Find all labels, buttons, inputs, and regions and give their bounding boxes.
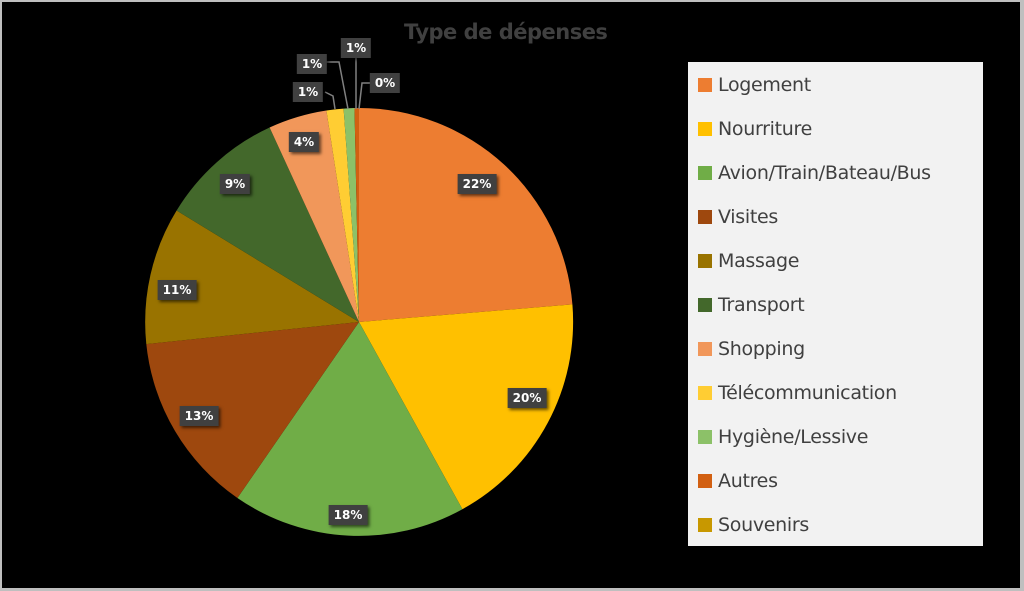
data-label-hygiene-lessive: 1% (296, 54, 328, 74)
legend-item-telecommunication: Télécommunication (698, 378, 897, 408)
slice-massage (145, 210, 359, 345)
legend-swatch-icon (698, 386, 712, 400)
legend-item-massage: Massage (698, 246, 799, 276)
legend-swatch-icon (698, 518, 712, 532)
legend-label: Massage (718, 250, 800, 272)
data-label-souvenirs: 0% (369, 73, 401, 93)
data-label-nourriture: 20% (507, 388, 547, 408)
legend-swatch-icon (698, 210, 712, 224)
legend-item-souvenirs: Souvenirs (698, 510, 809, 540)
legend-item-hygiene-lessive: Hygiène/Lessive (698, 422, 868, 452)
leader-line-telecom (324, 91, 336, 110)
legend-swatch-icon (698, 166, 712, 180)
slice-avion-train-bateau-bus (237, 322, 463, 536)
slice-hygiene-lessive (343, 108, 359, 322)
data-label-visites: 13% (179, 406, 219, 426)
chart-title: Type de dépenses (404, 20, 608, 44)
legend-item-avion-train-bateau-bus: Avion/Train/Bateau/Bus (698, 158, 931, 188)
data-label-avion-train-bateau-bus: 18% (328, 505, 368, 525)
data-label-shopping: 4% (288, 132, 320, 152)
slice-visites (146, 322, 359, 498)
legend-label: Shopping (718, 338, 805, 360)
legend-item-nourriture: Nourriture (698, 114, 812, 144)
slice-nourriture (359, 304, 574, 510)
legend-item-visites: Visites (698, 202, 778, 232)
chart-legend: Logement Nourriture Avion/Train/Bateau/B… (688, 62, 983, 546)
legend-item-autres: Autres (698, 466, 778, 496)
slice-autres (354, 107, 359, 323)
legend-item-shopping: Shopping (698, 334, 805, 364)
data-label-transport: 9% (219, 174, 251, 194)
legend-swatch-icon (698, 474, 712, 488)
slice-logement (359, 107, 573, 322)
legend-label: Télécommunication (718, 382, 897, 404)
legend-label: Nourriture (718, 118, 813, 140)
legend-label: Souvenirs (718, 514, 809, 536)
data-label-autres: 1% (340, 38, 372, 58)
data-label-telecommunication: 1% (292, 82, 324, 102)
legend-item-transport: Transport (698, 290, 805, 320)
leader-line-hygiene (326, 61, 349, 110)
legend-swatch-icon (698, 298, 712, 312)
legend-label: Logement (718, 74, 811, 96)
leader-line-souvenirs (358, 82, 372, 110)
legend-swatch-icon (698, 254, 712, 268)
legend-label: Autres (718, 470, 778, 492)
legend-label: Hygiène/Lessive (718, 426, 869, 448)
legend-swatch-icon (698, 78, 712, 92)
slice-telecommunication (326, 108, 359, 322)
slice-shopping (269, 110, 359, 322)
legend-swatch-icon (698, 122, 712, 136)
legend-swatch-icon (698, 430, 712, 444)
legend-label: Visites (718, 206, 778, 228)
legend-item-logement: Logement (698, 70, 811, 100)
data-label-massage: 11% (157, 280, 197, 300)
legend-label: Transport (718, 294, 805, 316)
data-label-logement: 22% (457, 174, 497, 194)
legend-swatch-icon (698, 342, 712, 356)
legend-label: Avion/Train/Bateau/Bus (718, 162, 931, 184)
